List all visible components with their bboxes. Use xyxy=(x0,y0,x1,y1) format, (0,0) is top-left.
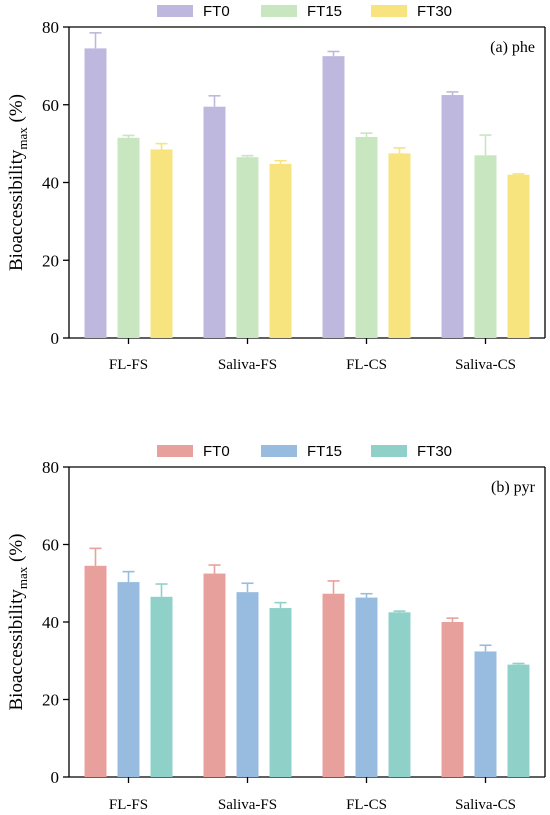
bar-ft15-fl-cs xyxy=(355,137,378,338)
y-tick-label: 40 xyxy=(42,174,59,193)
bar-ft30-fl-cs xyxy=(388,153,411,338)
y-tick-label: 80 xyxy=(42,458,59,477)
bar-ft0-saliva-cs xyxy=(441,622,464,777)
bar-ft15-fl-cs xyxy=(355,597,378,777)
legend-label-ft15: FT15 xyxy=(307,3,342,20)
bar-ft15-saliva-fs xyxy=(236,157,259,338)
y-axis-label-main: Bioaccessibility xyxy=(6,149,27,271)
bar-ft15-fl-fs xyxy=(117,582,140,777)
x-tick-label: FL-FS xyxy=(109,797,148,813)
bar-ft15-saliva-cs xyxy=(474,155,497,338)
bar-ft30-fl-fs xyxy=(150,149,173,338)
bar-ft30-fl-cs xyxy=(388,612,411,777)
bar-ft30-fl-fs xyxy=(150,596,173,777)
y-tick-label: 60 xyxy=(42,96,59,115)
y-axis-label: Bioaccessibilitymax (%) xyxy=(6,534,30,711)
y-tick-label: 80 xyxy=(42,18,59,37)
x-tick-label: Saliva-FS xyxy=(218,357,277,373)
y-tick-label: 40 xyxy=(42,613,59,632)
legend-swatch-ft0 xyxy=(157,5,193,17)
y-axis-label: Bioaccessibilitymax (%) xyxy=(6,94,30,271)
bar-ft30-saliva-fs xyxy=(269,608,292,777)
legend-label-ft30: FT30 xyxy=(417,3,452,20)
legend-swatch-ft0 xyxy=(157,445,193,457)
bar-ft0-fl-cs xyxy=(322,56,345,338)
legend-label-ft15: FT15 xyxy=(307,443,342,460)
chart-panel-2: 0 20 40 60 80 Bioaccessibilitymax (%) (b) pyr F… xyxy=(6,443,546,813)
y-axis-label-subscript: max xyxy=(15,566,30,589)
y-axis-label-subscript: max xyxy=(15,127,30,150)
legend-swatch-ft30 xyxy=(371,5,407,17)
legend-swatch-ft30 xyxy=(371,445,407,457)
panel-label: (b) pyr xyxy=(491,479,536,496)
bar-ft15-fl-fs xyxy=(117,137,140,338)
bar-ft0-saliva-fs xyxy=(203,573,226,777)
x-tick-label: FL-CS xyxy=(346,357,387,373)
y-axis-label-unit: (%) xyxy=(6,534,27,567)
bar-ft0-fl-cs xyxy=(322,593,345,777)
y-tick-label: 20 xyxy=(42,691,59,710)
legend-label-ft0: FT0 xyxy=(203,443,230,460)
legend-label-ft30: FT30 xyxy=(417,443,452,460)
y-tick-label: 60 xyxy=(42,536,59,555)
chart-panel-1: 0 20 40 60 80 Bioaccessibilitymax (%) (a) phe F… xyxy=(6,3,546,373)
x-tick-label: Saliva-FS xyxy=(218,797,277,813)
bar-ft0-fl-fs xyxy=(84,565,107,777)
bar-ft0-saliva-fs xyxy=(203,106,226,338)
y-tick-label: 0 xyxy=(51,768,60,787)
y-axis-label-unit: (%) xyxy=(6,94,27,127)
y-tick-label: 20 xyxy=(42,251,59,270)
x-tick-label: Saliva-CS xyxy=(455,357,516,373)
bar-ft30-saliva-cs xyxy=(507,174,530,338)
legend-swatch-ft15 xyxy=(261,5,297,17)
x-tick-label: FL-CS xyxy=(346,797,387,813)
bar-ft0-fl-fs xyxy=(84,48,107,338)
legend-swatch-ft15 xyxy=(261,445,297,457)
x-tick-label: FL-FS xyxy=(109,357,148,373)
bar-ft0-saliva-cs xyxy=(441,95,464,338)
bar-ft30-saliva-cs xyxy=(507,664,530,777)
x-tick-label: Saliva-CS xyxy=(455,797,516,813)
legend-label-ft0: FT0 xyxy=(203,3,230,20)
y-tick-label: 0 xyxy=(51,329,60,348)
bar-ft15-saliva-cs xyxy=(474,651,497,777)
y-axis-label-main: Bioaccessibility xyxy=(6,589,27,711)
panel-label: (a) phe xyxy=(490,39,535,56)
bar-ft30-saliva-fs xyxy=(269,163,292,338)
bar-ft15-saliva-fs xyxy=(236,592,259,777)
